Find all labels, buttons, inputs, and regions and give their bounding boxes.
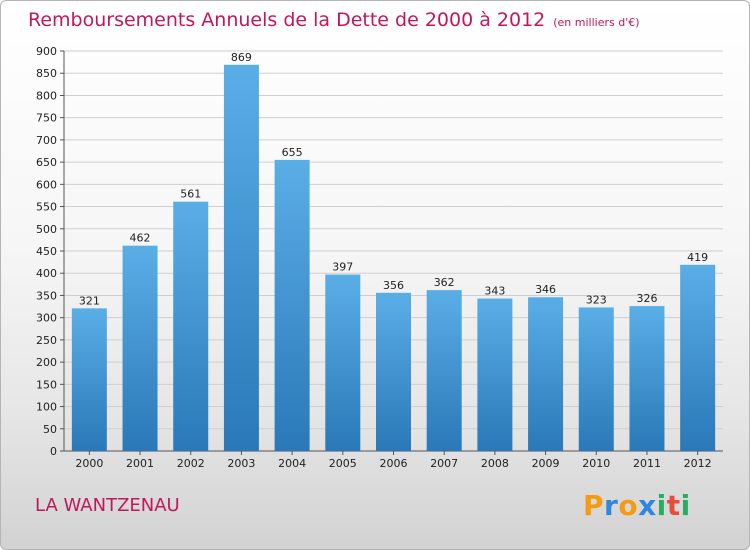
logo-letter: r — [604, 489, 619, 522]
bar-value-label: 561 — [180, 188, 201, 201]
y-tick-label: 800 — [36, 89, 57, 102]
bars — [71, 64, 716, 452]
bar-value-label: 346 — [535, 283, 556, 296]
x-tick-label: 2002 — [177, 457, 205, 470]
y-tick-label: 50 — [43, 423, 57, 436]
bar-value-label: 655 — [282, 146, 303, 159]
bar — [71, 308, 107, 451]
y-tick-label: 250 — [36, 334, 57, 347]
bar-value-label: 356 — [383, 279, 404, 292]
bar-value-label: 321 — [79, 294, 100, 307]
x-tick-label: 2008 — [481, 457, 509, 470]
logo-letter: i — [680, 489, 691, 522]
y-tick-label: 500 — [36, 223, 57, 236]
y-tick-label: 850 — [36, 67, 57, 80]
commune-name: LA WANTZENAU — [35, 495, 180, 516]
y-tick-label: 300 — [36, 312, 57, 325]
y-tick-label: 650 — [36, 156, 57, 169]
y-tick-label: 450 — [36, 245, 57, 258]
logo-letter: x — [638, 489, 657, 522]
x-tick-label: 2004 — [278, 457, 306, 470]
y-tick-label: 100 — [36, 401, 57, 414]
bar-value-label: 869 — [231, 51, 252, 64]
proxiti-logo: Proxiti — [583, 489, 691, 522]
x-tick-label: 2011 — [633, 457, 661, 470]
bar — [173, 201, 209, 451]
bar — [223, 64, 259, 452]
x-tick-label: 2005 — [329, 457, 357, 470]
logo-letter: i — [656, 489, 667, 522]
y-tick-label: 350 — [36, 289, 57, 302]
bar — [325, 274, 361, 451]
y-tick-label: 200 — [36, 356, 57, 369]
bar — [274, 159, 310, 451]
bar-value-label: 343 — [484, 285, 505, 298]
logo-letter: o — [618, 489, 639, 522]
y-tick-label: 750 — [36, 112, 57, 125]
labels: 0 50 100 150 200 250 300 350 400 450 500 550 600 650 7… — [36, 45, 712, 470]
y-tick-label: 900 — [36, 45, 57, 58]
bar — [528, 297, 564, 451]
logo-letter: P — [583, 489, 605, 522]
x-tick-label: 2000 — [75, 457, 103, 470]
bar — [680, 264, 716, 451]
bar-value-label: 419 — [687, 251, 708, 264]
y-tick-label: 150 — [36, 378, 57, 391]
y-tick-label: 550 — [36, 201, 57, 214]
y-tick-label: 700 — [36, 134, 57, 147]
bar-value-label: 326 — [636, 292, 657, 305]
bar — [122, 245, 158, 451]
bar-value-label: 323 — [586, 293, 607, 306]
title-text: Remboursements Annuels de la Dette de 20… — [28, 9, 546, 31]
bar — [376, 292, 411, 451]
bar — [477, 298, 513, 451]
x-tick-label: 2010 — [582, 457, 610, 470]
x-tick-label: 2007 — [430, 457, 458, 470]
bar — [629, 306, 665, 451]
bar — [578, 307, 614, 451]
logo-letter: t — [666, 489, 681, 522]
bar-value-label: 362 — [434, 276, 455, 289]
y-tick-label: 600 — [36, 178, 57, 191]
y-tick-label: 0 — [50, 445, 57, 458]
x-tick-label: 2012 — [684, 457, 712, 470]
x-tick-label: 2001 — [126, 457, 154, 470]
bar — [426, 290, 462, 451]
x-tick-label: 2003 — [227, 457, 255, 470]
x-tick-label: 2006 — [380, 457, 408, 470]
chart-title: Remboursements Annuels de la Dette de 20… — [28, 9, 640, 31]
x-tick-label: 2009 — [532, 457, 560, 470]
y-tick-label: 400 — [36, 267, 57, 280]
bar-value-label: 397 — [332, 261, 353, 274]
bar-value-label: 462 — [130, 232, 151, 245]
title-unit: (en milliers d'€) — [553, 16, 640, 29]
